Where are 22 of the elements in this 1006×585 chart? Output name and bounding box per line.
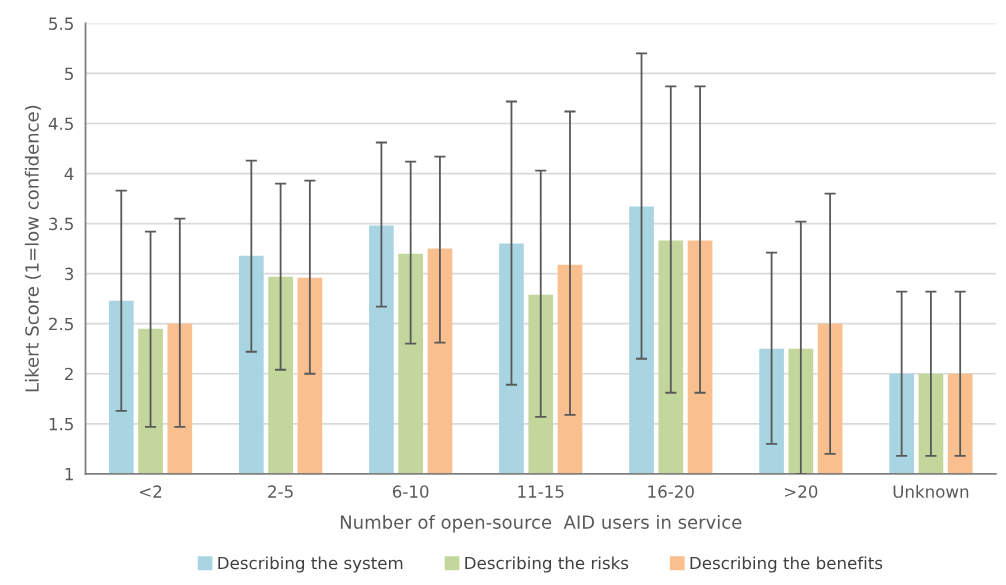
y-tick-label: 2.5: [49, 317, 73, 331]
y-tick-label: 4.5: [48, 117, 73, 131]
x-tick-label: 6-10: [392, 485, 429, 498]
x-tick-label: 11-15: [518, 485, 564, 498]
y-tick-label: 1.5: [49, 417, 73, 431]
y-tick-label: 3.5: [49, 217, 73, 231]
x-tick-label: 16-20: [648, 485, 694, 498]
legend-label: Describing the benefits: [690, 556, 883, 573]
y-tick-label: 1: [65, 468, 73, 481]
legend-label: Describing the risks: [465, 556, 629, 573]
x-tick-label: <2: [140, 485, 162, 498]
x-tick-label: 2-5: [268, 485, 293, 498]
y-axis-title: Likert Score (1=low confidence): [24, 105, 41, 392]
y-tick-label: 3: [65, 267, 74, 281]
y-tick-label: 5: [65, 67, 73, 81]
x-axis-title: Number of open-source AID users in service: [340, 514, 742, 533]
y-tick-label: 4: [64, 167, 74, 180]
x-tick-label: >20: [785, 485, 818, 498]
x-tick-label: Unknown: [893, 484, 969, 498]
y-tick-label: 2: [65, 367, 73, 381]
y-tick-label: 5.5: [49, 17, 73, 30]
legend-label: Describing the system: [218, 556, 403, 573]
